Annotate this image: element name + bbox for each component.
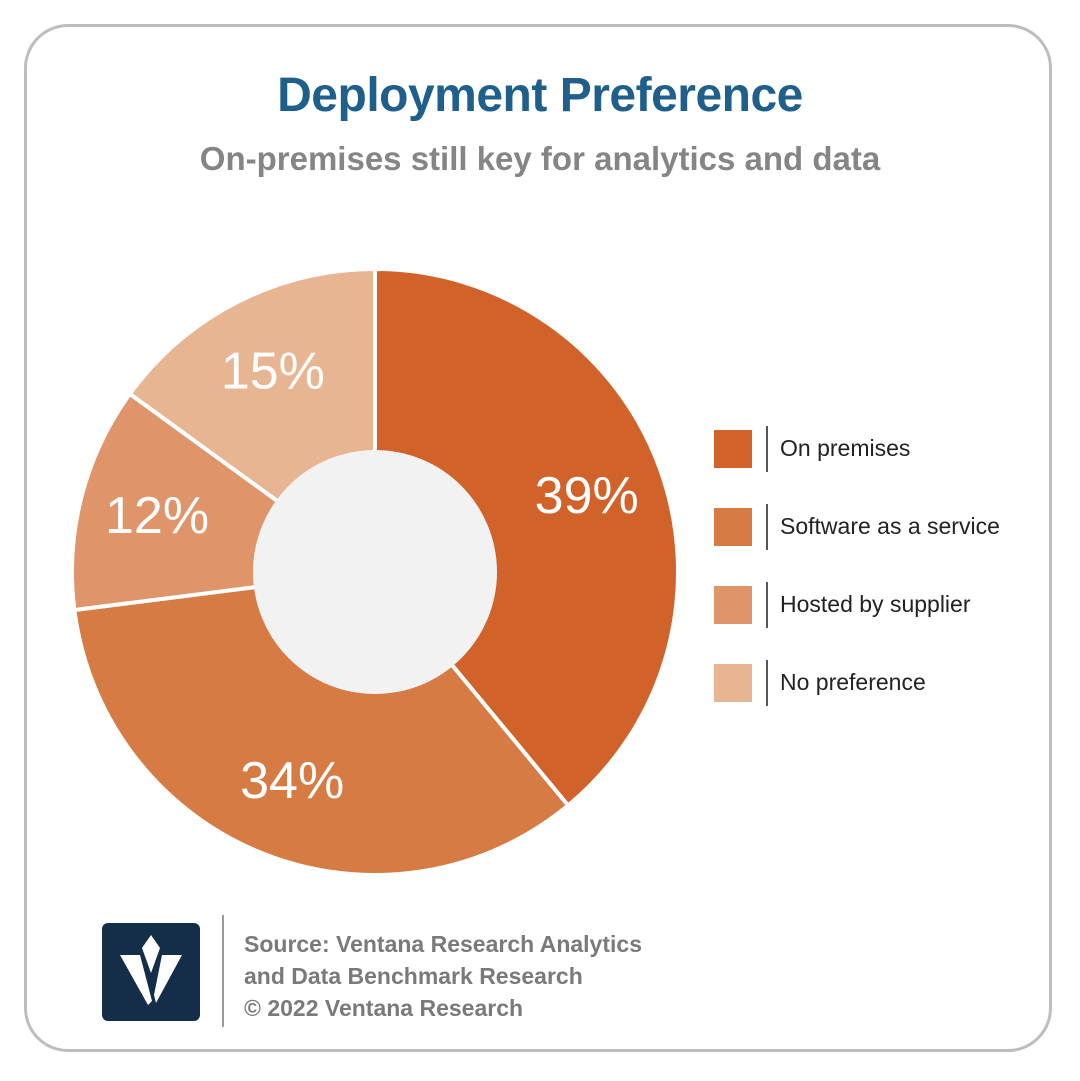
source-line: Source: Ventana Research Analytics [244, 931, 642, 957]
legend-label: Hosted by supplier [780, 591, 971, 617]
ventana-v-icon [120, 935, 182, 1005]
slice-label: 39% [535, 467, 639, 525]
slice-label: 34% [240, 752, 344, 810]
slice-label: 12% [105, 487, 209, 545]
copyright-line: © 2022 Ventana Research [244, 995, 524, 1021]
slice-software-as-a-service [72, 569, 571, 877]
legend-label: Software as a service [780, 513, 1000, 539]
chart-subtitle: On-premises still key for analytics and … [199, 140, 881, 177]
chart-title: Deployment Preference [277, 69, 803, 122]
legend-swatch [714, 586, 752, 624]
slice-on-premises [373, 266, 680, 809]
legend-separator [766, 504, 768, 550]
legend-separator [766, 426, 768, 472]
source-note: Source: Ventana Research Analytics and D… [244, 928, 642, 1024]
footer-separator [222, 915, 224, 1027]
legend-separator [766, 660, 768, 706]
legend-separator [766, 582, 768, 628]
slice-label: 15% [221, 343, 325, 401]
source-line: and Data Benchmark Research [244, 963, 583, 989]
legend-swatch [714, 508, 752, 546]
ventana-logo [102, 923, 200, 1021]
donut-hole [253, 450, 497, 694]
legend-label: No preference [780, 669, 926, 695]
legend-swatch [714, 430, 752, 468]
legend-swatch [714, 664, 752, 702]
legend-label: On premises [780, 435, 911, 461]
